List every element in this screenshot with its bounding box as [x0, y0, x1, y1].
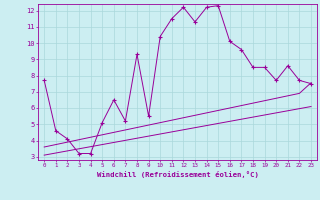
- X-axis label: Windchill (Refroidissement éolien,°C): Windchill (Refroidissement éolien,°C): [97, 171, 259, 178]
